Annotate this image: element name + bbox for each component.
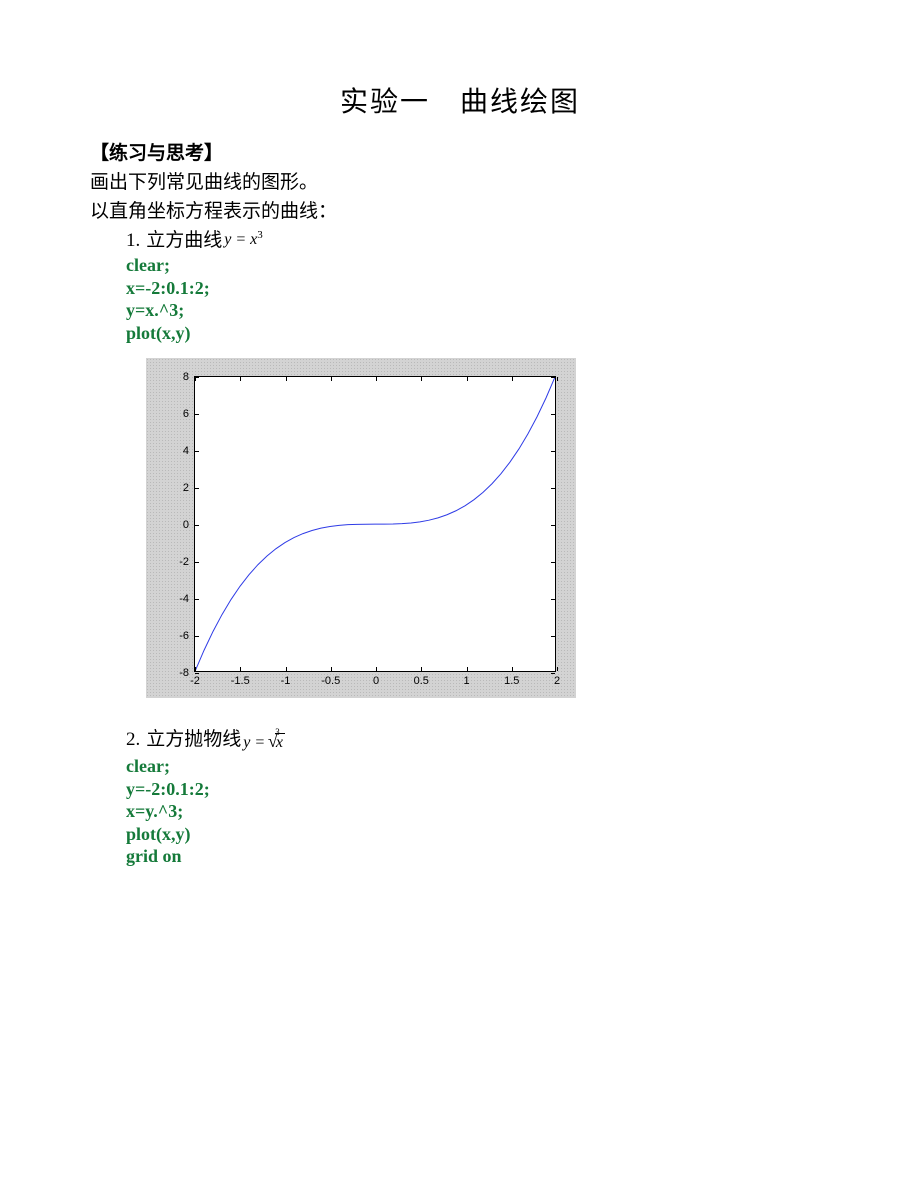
- xtick-label: 1.5: [504, 675, 519, 687]
- xtick-label: -1.5: [231, 675, 250, 687]
- code-line: y=-2:0.1:2;: [126, 778, 830, 801]
- ytick-label: -6: [179, 630, 189, 642]
- matlab-figure: -8 -6 -4 -2 0 2 4 6 8 -2 -1.5 -1 -0.5 0 0.5 1 1.5 2: [146, 358, 576, 698]
- plot-area: -8-6-4-202468-2-1.5-1-0.500.511.52: [194, 376, 556, 672]
- code-line: y=x.^3;: [126, 299, 830, 322]
- code-line: x=y.^3;: [126, 800, 830, 823]
- page-title: 实验一 曲线绘图: [90, 80, 830, 120]
- document-page: 实验一 曲线绘图 【练习与思考】 画出下列常见曲线的图形。 以直角坐标方程表示的…: [0, 0, 920, 932]
- ytick-label: 2: [183, 482, 189, 494]
- ytick-label: -4: [179, 593, 189, 605]
- intro-line-1: 画出下列常见曲线的图形。: [90, 167, 830, 194]
- code-line: grid on: [126, 845, 830, 868]
- item-number: 1.: [126, 230, 140, 251]
- code-block-1: clear; x=-2:0.1:2; y=x.^3; plot(x,y): [126, 254, 830, 344]
- item-label: 立方曲线: [146, 230, 222, 251]
- formula-lhs: y = x: [224, 231, 257, 248]
- xtick-label: 0: [373, 675, 379, 687]
- xtick-label: 0.5: [414, 675, 429, 687]
- xtick-label: 1: [463, 675, 469, 687]
- xtick-label: -2: [190, 675, 200, 687]
- code-line: clear;: [126, 254, 830, 277]
- exercise-item-1: 1. 立方曲线y = x3: [126, 225, 830, 252]
- figure-1: -8 -6 -4 -2 0 2 4 6 8 -2 -1.5 -1 -0.5 0 0.5 1 1.5 2: [146, 358, 830, 698]
- formula-cubic: y = x3: [224, 231, 263, 248]
- code-line: clear;: [126, 755, 830, 778]
- code-line: x=-2:0.1:2;: [126, 277, 830, 300]
- formula-cuberoot: y = 3√x: [243, 731, 285, 753]
- ytick-label: 6: [183, 408, 189, 420]
- item-label: 立方抛物线: [146, 729, 241, 750]
- cubic-curve: [195, 377, 555, 671]
- code-line: plot(x,y): [126, 823, 830, 846]
- formula-exponent: 3: [257, 229, 263, 241]
- xtick-label: -1: [281, 675, 291, 687]
- ytick-label: 0: [183, 519, 189, 531]
- exercise-item-2: 2. 立方抛物线y = 3√x: [126, 724, 830, 753]
- ytick-label: -2: [179, 556, 189, 568]
- code-block-2: clear; y=-2:0.1:2; x=y.^3; plot(x,y) gri…: [126, 755, 830, 868]
- ytick-label: -8: [179, 667, 189, 679]
- intro-line-2: 以直角坐标方程表示的曲线：: [90, 196, 830, 223]
- code-line: plot(x,y): [126, 322, 830, 345]
- ytick-label: 4: [183, 445, 189, 457]
- radical-sign: √: [268, 731, 278, 751]
- formula-lhs: y =: [243, 734, 265, 751]
- xtick-label: -0.5: [321, 675, 340, 687]
- ytick-label: 8: [183, 371, 189, 383]
- item-number: 2.: [126, 729, 140, 750]
- xtick-label: 2: [554, 675, 560, 687]
- section-heading: 【练习与思考】: [90, 138, 830, 165]
